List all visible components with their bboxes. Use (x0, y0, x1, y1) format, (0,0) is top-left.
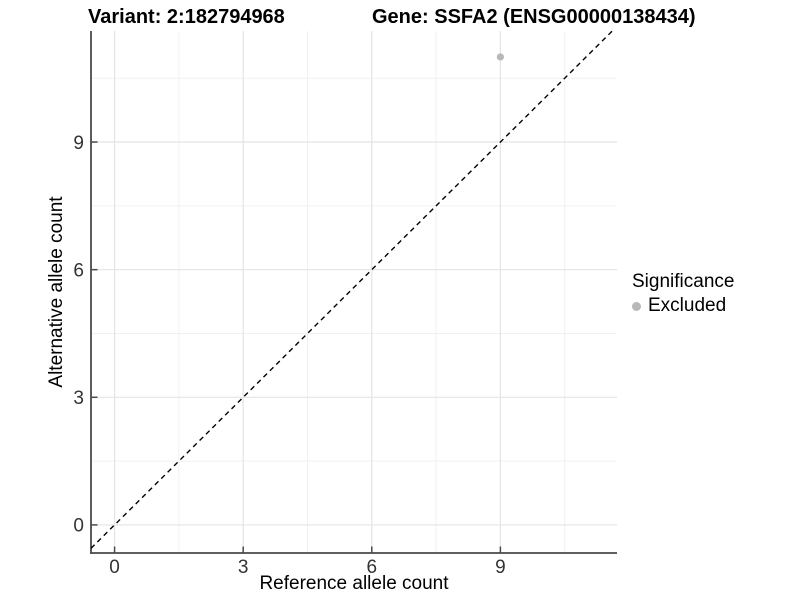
y-tick-label: 0 (73, 516, 84, 537)
y-axis-label: Alternative allele count (46, 196, 67, 388)
gene-title: Gene: SSFA2 (ENSG00000138434) (372, 6, 696, 28)
y-tick-label: 3 (73, 388, 84, 409)
x-tick-label: 9 (495, 557, 506, 578)
legend-title: Significance (632, 271, 735, 292)
y-tick-label: 9 (73, 133, 84, 154)
legend-item-excluded: Excluded (632, 295, 734, 317)
legend-item-label: Excluded (648, 295, 727, 316)
x-tick-label: 3 (238, 557, 249, 578)
legend: Significance Excluded (632, 271, 734, 317)
x-tick-label: 6 (367, 557, 378, 578)
x-axis-label: Reference allele count (259, 573, 449, 594)
y-tick-label: 6 (73, 260, 84, 281)
identity-line (90, 30, 613, 549)
variant-title: Variant: 2:182794968 (88, 6, 285, 28)
x-tick-label: 0 (109, 557, 120, 578)
data-point-excluded (496, 53, 504, 61)
excluded-point-icon (632, 301, 641, 311)
